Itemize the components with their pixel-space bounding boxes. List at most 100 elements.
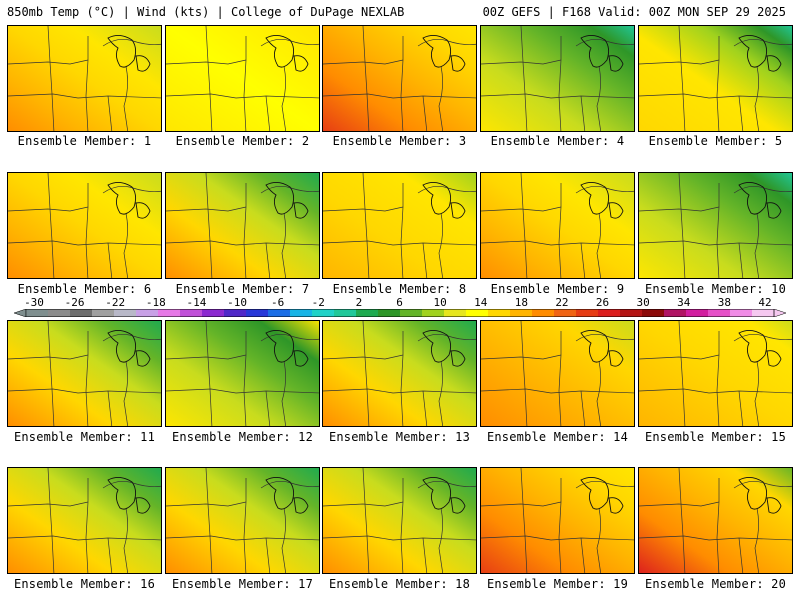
colorbar-tick-label: 42 (758, 296, 772, 309)
member-label: Ensemble Member: 1 (17, 134, 152, 148)
colorbar-swatch (664, 309, 687, 317)
temperature-map (7, 172, 162, 279)
member-label: Ensemble Member: 12 (171, 430, 314, 444)
member-label: Ensemble Member: 20 (644, 577, 787, 591)
member-label: Ensemble Member: 17 (171, 577, 314, 591)
member-label: Ensemble Member: 14 (486, 430, 629, 444)
colorbar-swatch (598, 309, 621, 317)
colorbar-swatch (400, 309, 423, 317)
colorbar-tick-label: 10 (433, 296, 447, 309)
colorbar-tick-label: -2 (311, 296, 325, 309)
temperature-map (480, 25, 635, 132)
colorbar-swatch (48, 309, 71, 317)
colorbar-tick-label: 34 (677, 296, 691, 309)
temperature-map (7, 467, 162, 574)
temperature-map (165, 25, 320, 132)
colorbar-swatch (334, 309, 357, 317)
member-label: Ensemble Member: 15 (644, 430, 787, 444)
colorbar-left-arrow-icon (14, 309, 27, 317)
colorbar-swatch (114, 309, 137, 317)
colorbar-swatch (136, 309, 159, 317)
colorbar-tick-label: 18 (514, 296, 528, 309)
colorbar-tick-label: -14 (186, 296, 207, 309)
colorbar-tick-label: -30 (24, 296, 44, 309)
temperature-map (322, 467, 477, 574)
member-label: Ensemble Member: 19 (486, 577, 629, 591)
colorbar-tick-label: 14 (474, 296, 488, 309)
colorbar-swatch (532, 309, 555, 317)
colorbar-tick-label: 6 (396, 296, 403, 309)
colorbar-swatch (92, 309, 115, 317)
member-label: Ensemble Member: 13 (328, 430, 471, 444)
colorbar-swatch (554, 309, 577, 317)
colorbar-swatch (158, 309, 181, 317)
temperature-map (638, 467, 793, 574)
run-info: 00Z GEFS | F168 Valid: 00Z MON SEP 29 20… (482, 5, 786, 19)
colorbar-swatch (422, 309, 445, 317)
colorbar-swatch (26, 309, 49, 317)
member-label: Ensemble Member: 9 (490, 282, 625, 296)
temperature-map (322, 172, 477, 279)
temperature-map (7, 320, 162, 427)
colorbar-swatch (620, 309, 643, 317)
colorbar-tick-label: 30 (636, 296, 650, 309)
colorbar-right-arrow-icon (773, 309, 786, 317)
member-label: Ensemble Member: 10 (644, 282, 787, 296)
colorbar-tick-label: -22 (105, 296, 126, 309)
temperature-map (638, 25, 793, 132)
colorbar-tick-label: -18 (145, 296, 166, 309)
colorbar-swatch (312, 309, 335, 317)
colorbar-swatch (180, 309, 203, 317)
colorbar-swatch (70, 309, 93, 317)
colorbar-tick-label: 38 (717, 296, 731, 309)
member-label: Ensemble Member: 6 (17, 282, 152, 296)
colorbar-labels: -30 -26 -22 -18 -14 -10 -6 -2 2 6 10 14 18 22 26 30 34 38… (0, 296, 800, 309)
temperature-map (165, 320, 320, 427)
colorbar-swatch (488, 309, 511, 317)
colorbar-swatch (510, 309, 533, 317)
chart-title: 850mb Temp (°C) | Wind (kts) | College o… (7, 5, 405, 19)
colorbar-swatch (356, 309, 379, 317)
colorbar-swatch (378, 309, 401, 317)
member-label: Ensemble Member: 7 (175, 282, 310, 296)
temperature-map (322, 320, 477, 427)
temperature-map (480, 467, 635, 574)
colorbar-tick-label: 22 (555, 296, 569, 309)
member-label: Ensemble Member: 16 (13, 577, 156, 591)
colorbar-swatch (576, 309, 599, 317)
member-label: Ensemble Member: 11 (13, 430, 156, 444)
colorbar-tick-label: 2 (355, 296, 363, 309)
colorbar-tick-label: -6 (271, 296, 285, 309)
member-label: Ensemble Member: 2 (175, 134, 310, 148)
member-label: Ensemble Member: 8 (332, 282, 467, 296)
colorbar-swatch (268, 309, 291, 317)
colorbar-swatch (224, 309, 247, 317)
temperature-colorbar (14, 309, 786, 317)
temperature-map (480, 172, 635, 279)
temperature-map (322, 25, 477, 132)
member-label: Ensemble Member: 18 (328, 577, 471, 591)
colorbar-tick-label: -26 (64, 296, 85, 309)
colorbar-swatch (202, 309, 225, 317)
colorbar-swatch (730, 309, 753, 317)
colorbar-swatch (708, 309, 731, 317)
temperature-map (638, 172, 793, 279)
temperature-map (165, 467, 320, 574)
colorbar-swatch (686, 309, 709, 317)
member-label: Ensemble Member: 3 (332, 134, 467, 148)
temperature-map (480, 320, 635, 427)
member-label: Ensemble Member: 5 (648, 134, 783, 148)
colorbar-tick-label: 26 (595, 296, 610, 309)
colorbar-swatch (466, 309, 489, 317)
colorbar-swatch (246, 309, 269, 317)
temperature-map (165, 172, 320, 279)
temperature-map (7, 25, 162, 132)
colorbar-tick-label: -10 (227, 296, 247, 309)
colorbar-swatch (752, 309, 775, 317)
colorbar-swatch (444, 309, 467, 317)
member-label: Ensemble Member: 4 (490, 134, 625, 148)
colorbar-swatch (290, 309, 313, 317)
colorbar-swatch (642, 309, 665, 317)
temperature-map (638, 320, 793, 427)
